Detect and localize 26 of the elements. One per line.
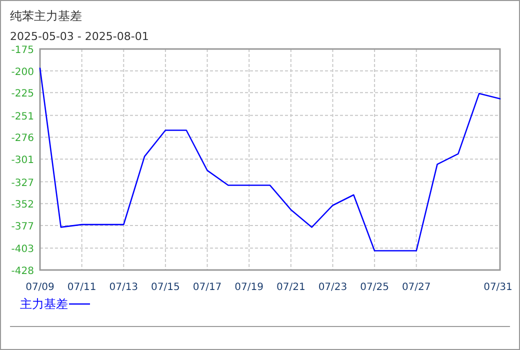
x-tick-label: 07/15 bbox=[151, 282, 180, 293]
y-tick-label: -301 bbox=[11, 155, 34, 166]
x-tick-label: 07/19 bbox=[234, 282, 264, 293]
x-tick-label: 07/13 bbox=[109, 282, 138, 293]
y-tick-label: -403 bbox=[11, 244, 34, 256]
y-tick-label: -377 bbox=[11, 221, 34, 232]
x-tick-label: 07/17 bbox=[192, 282, 222, 293]
chart-title: 纯苯主力基差 bbox=[10, 9, 82, 23]
y-tick-label: -428 bbox=[11, 266, 34, 277]
line-series bbox=[39, 68, 501, 252]
x-tick-label: 07/31 bbox=[484, 282, 512, 293]
x-tick-label: 07/21 bbox=[276, 282, 306, 293]
y-tick-label: -225 bbox=[11, 88, 34, 100]
y-tick-label: -200 bbox=[11, 66, 34, 78]
x-tick-label: 07/27 bbox=[402, 282, 431, 293]
x-tick-label: 07/09 bbox=[26, 282, 54, 293]
legend-label: 主力基差 bbox=[20, 297, 68, 311]
x-tick-label: 07/25 bbox=[360, 282, 389, 293]
x-tick-label: 07/11 bbox=[67, 282, 96, 293]
y-tick-label: -251 bbox=[11, 111, 34, 122]
x-tick-label: 07/23 bbox=[318, 282, 348, 293]
y-tick-label: -327 bbox=[11, 178, 34, 189]
y-tick-label: -352 bbox=[11, 200, 34, 211]
chart-subtitle: 2025-05-03 - 2025-08-01 bbox=[10, 30, 149, 43]
y-tick-label: -175 bbox=[11, 45, 34, 56]
y-tick-label: -276 bbox=[11, 133, 34, 144]
